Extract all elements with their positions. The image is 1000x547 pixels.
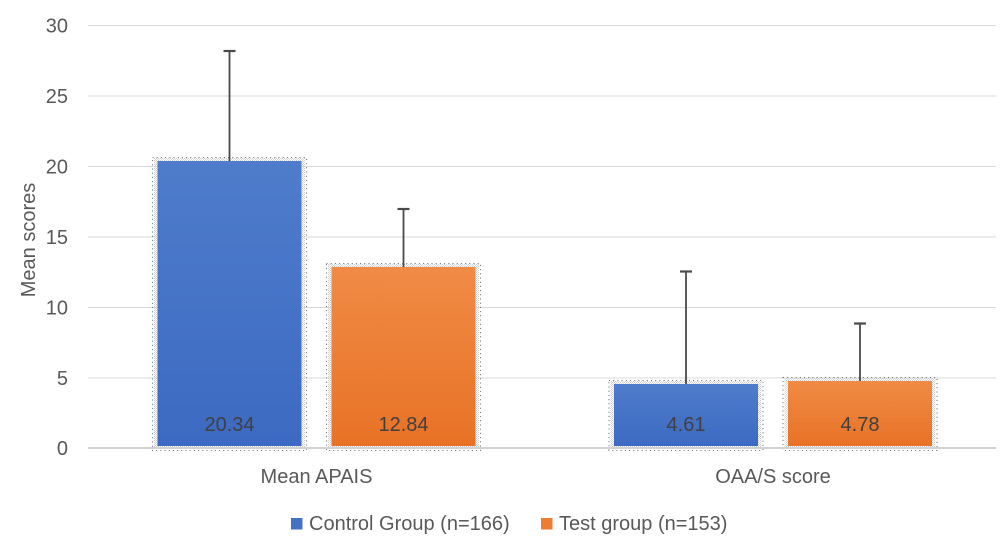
svg-text:30: 30 bbox=[46, 16, 68, 38]
svg-text:5: 5 bbox=[57, 368, 68, 390]
svg-text:4.61: 4.61 bbox=[667, 414, 706, 436]
svg-text:25: 25 bbox=[46, 86, 68, 108]
svg-text:Test group (n=153): Test group (n=153) bbox=[559, 513, 727, 535]
svg-text:Control Group (n=166): Control Group (n=166) bbox=[309, 513, 510, 535]
svg-text:20.34: 20.34 bbox=[204, 414, 254, 436]
svg-text:12.84: 12.84 bbox=[378, 414, 428, 436]
svg-text:20: 20 bbox=[46, 157, 68, 179]
svg-text:Mean scores: Mean scores bbox=[18, 183, 40, 298]
svg-text:Mean APAIS: Mean APAIS bbox=[261, 466, 373, 488]
svg-text:4.78: 4.78 bbox=[841, 414, 880, 436]
svg-text:0: 0 bbox=[57, 438, 68, 460]
svg-text:15: 15 bbox=[46, 227, 68, 249]
svg-text:10: 10 bbox=[46, 298, 68, 320]
svg-text:OAA/S score: OAA/S score bbox=[715, 466, 831, 488]
